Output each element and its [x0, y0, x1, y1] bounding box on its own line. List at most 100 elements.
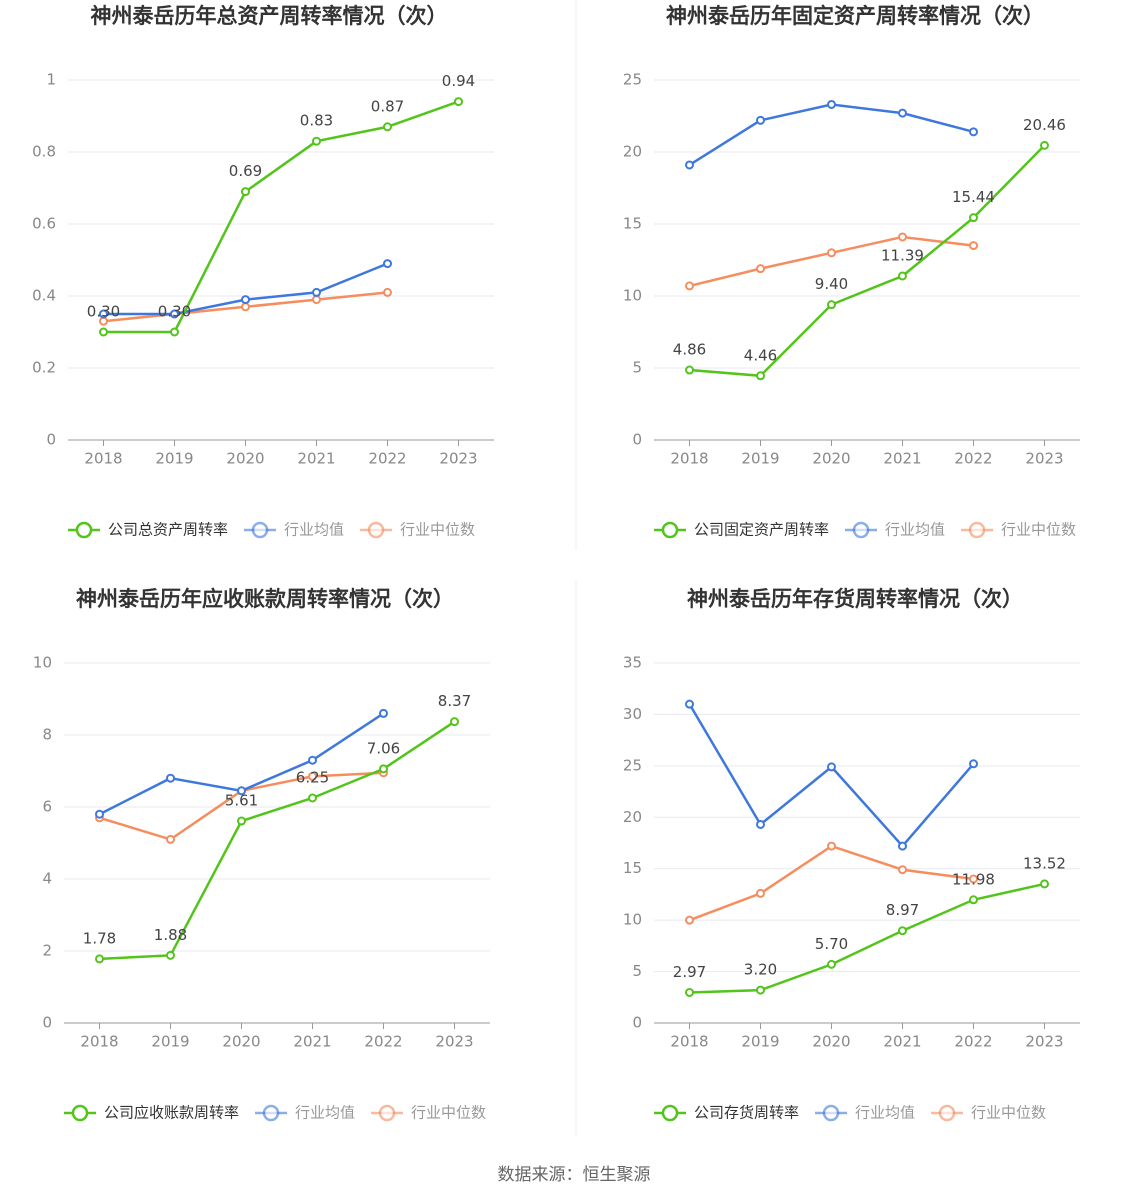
point — [237, 786, 246, 796]
x-tick-label: 2022 — [368, 450, 406, 468]
legend-label: 公司固定资产周转率 — [694, 521, 829, 539]
y-tick-label: 0 — [46, 431, 56, 449]
legend-marker — [822, 1104, 840, 1122]
point — [1040, 140, 1049, 150]
point — [685, 699, 694, 709]
data-label: 15.44 — [952, 188, 995, 206]
y-tick-label: 25 — [623, 71, 642, 89]
point — [685, 281, 694, 291]
legend-marker — [251, 521, 269, 539]
point — [308, 755, 317, 765]
legend-marker — [852, 521, 870, 539]
x-tick-label: 2022 — [954, 1033, 992, 1051]
point — [969, 759, 978, 769]
point — [969, 895, 978, 905]
x-tick-label: 2023 — [1025, 1033, 1063, 1051]
y-tick-label: 20 — [623, 143, 642, 161]
y-tick-label: 5 — [632, 359, 642, 377]
y-tick-label: 15 — [623, 859, 642, 877]
y-tick-label: 2 — [42, 942, 52, 960]
y-tick-label: 5 — [632, 962, 642, 980]
point — [383, 287, 392, 297]
data-label: 11.39 — [881, 246, 924, 264]
point — [898, 926, 907, 936]
series-line — [103, 100, 459, 334]
data-label: 0.69 — [229, 162, 262, 180]
chart-title: 神州泰岳历年应收账款周转率情况（次） — [76, 587, 454, 611]
point — [241, 187, 250, 197]
point — [166, 834, 175, 844]
series-line — [99, 720, 456, 961]
data-label: 13.52 — [1023, 854, 1066, 872]
point — [312, 287, 321, 297]
point — [312, 136, 321, 146]
data-label: 8.97 — [886, 901, 919, 919]
footer: 数据来源：恒生聚源 — [498, 1165, 651, 1185]
point — [95, 809, 104, 819]
x-tick-label: 2023 — [435, 1033, 473, 1051]
x-tick-label: 2020 — [226, 450, 264, 468]
point — [827, 99, 836, 109]
data-label: 0.87 — [371, 97, 404, 115]
legend-marker — [661, 1104, 679, 1122]
series-line — [689, 882, 1045, 994]
legend-label: 行业中位数 — [971, 1104, 1046, 1122]
point — [99, 309, 108, 319]
data-label: 4.86 — [673, 341, 706, 359]
point — [685, 365, 694, 375]
data-label: 1.78 — [83, 929, 116, 947]
point — [383, 259, 392, 269]
point — [756, 264, 765, 274]
legend-label: 行业均值 — [284, 521, 344, 539]
y-tick-label: 0.6 — [32, 215, 56, 233]
x-tick-label: 2018 — [84, 450, 122, 468]
y-tick-label: 0 — [632, 431, 642, 449]
y-tick-label: 0.4 — [32, 287, 56, 305]
point — [170, 309, 179, 319]
point — [454, 97, 463, 107]
legend-marker — [968, 521, 986, 539]
point — [898, 108, 907, 118]
point — [827, 762, 836, 772]
point — [685, 987, 694, 997]
legend-marker — [661, 521, 679, 539]
point — [241, 295, 250, 305]
data-label: 3.20 — [744, 961, 777, 979]
y-tick-label: 0 — [632, 1014, 642, 1032]
x-tick-label: 2021 — [883, 450, 921, 468]
series-line — [689, 144, 1046, 378]
data-label: 20.46 — [1023, 116, 1066, 134]
data-label: 0.30 — [87, 303, 120, 321]
legend-marker — [71, 1104, 89, 1122]
point — [685, 915, 694, 925]
point — [166, 773, 175, 783]
legend-label: 行业中位数 — [1001, 521, 1076, 539]
data-label: 0.83 — [300, 112, 333, 130]
point — [969, 241, 978, 251]
point — [969, 874, 978, 884]
data-label: 0.94 — [442, 72, 475, 90]
point — [308, 771, 317, 781]
point — [379, 708, 388, 718]
x-tick-label: 2022 — [364, 1033, 402, 1051]
y-tick-label: 10 — [623, 911, 642, 929]
data-label: 7.06 — [367, 739, 400, 757]
y-tick-label: 30 — [623, 705, 642, 723]
x-tick-label: 2021 — [883, 1033, 921, 1051]
data-label: 11.98 — [952, 870, 995, 888]
data-label: 5.61 — [225, 792, 258, 810]
legend-label: 行业中位数 — [400, 521, 475, 539]
point — [898, 865, 907, 875]
x-tick-label: 2019 — [741, 450, 779, 468]
y-tick-label: 10 — [33, 654, 52, 672]
point — [1040, 879, 1049, 889]
point — [379, 764, 388, 774]
legend-label: 公司应收账款周转率 — [104, 1104, 239, 1122]
data-label: 0.30 — [158, 303, 191, 321]
point — [450, 717, 459, 727]
data-label: 4.46 — [744, 346, 777, 364]
data-label: 2.97 — [673, 963, 706, 981]
x-tick-label: 2023 — [1025, 450, 1063, 468]
y-tick-label: 1 — [46, 71, 56, 89]
